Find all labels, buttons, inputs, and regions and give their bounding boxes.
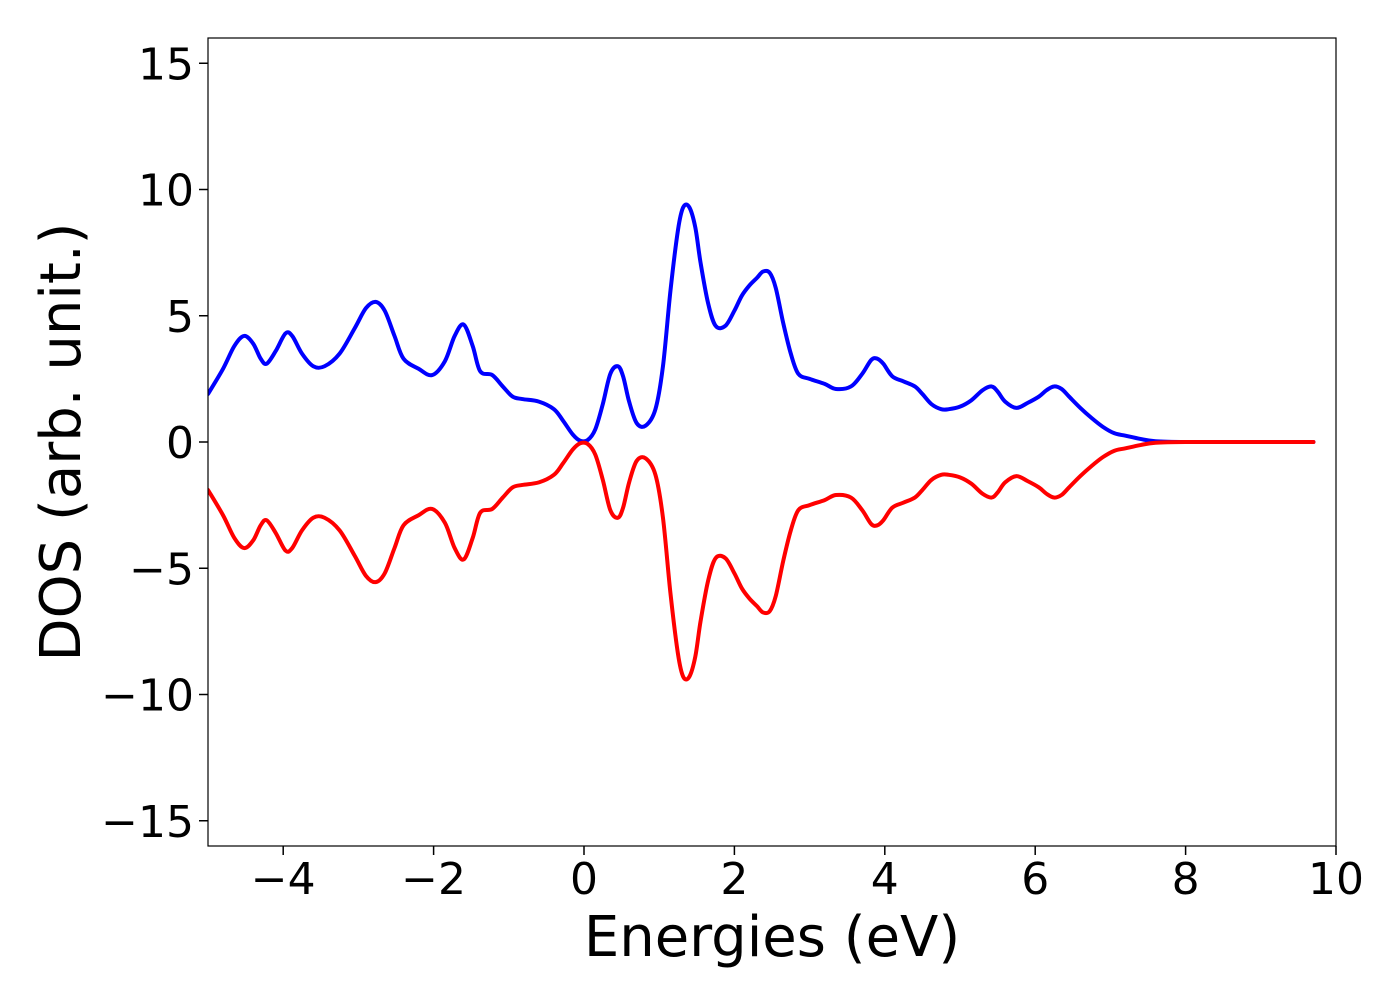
series-line-spin-down [208,439,1316,682]
x-tick-label: 4 [871,854,899,905]
y-tick-label: 0 [166,418,194,469]
y-axis-ticks: −15 −10 −5 0 5 10 15 [101,39,208,848]
x-tick-label: −2 [401,854,466,905]
x-axis-ticks: −4 −2 0 2 4 6 8 10 [251,846,1364,905]
y-tick-label: 10 [138,166,194,217]
x-tick-label: 10 [1308,854,1364,905]
x-tick-label: −4 [251,854,316,905]
x-axis-label: Energies (eV) [584,905,960,970]
y-tick-label: 5 [166,292,194,343]
y-axis-label: DOS (arb. unit.) [29,222,94,661]
y-tick-label: 15 [138,39,194,90]
x-tick-label: 0 [570,854,598,905]
x-tick-label: 6 [1021,854,1049,905]
series-layer [208,202,1316,682]
x-tick-label: 2 [720,854,748,905]
y-tick-label: −15 [101,797,194,848]
y-tick-label: −5 [129,544,194,595]
y-tick-label: −10 [101,671,194,722]
series-line-spin-up [208,202,1316,445]
x-tick-label: 8 [1172,854,1200,905]
